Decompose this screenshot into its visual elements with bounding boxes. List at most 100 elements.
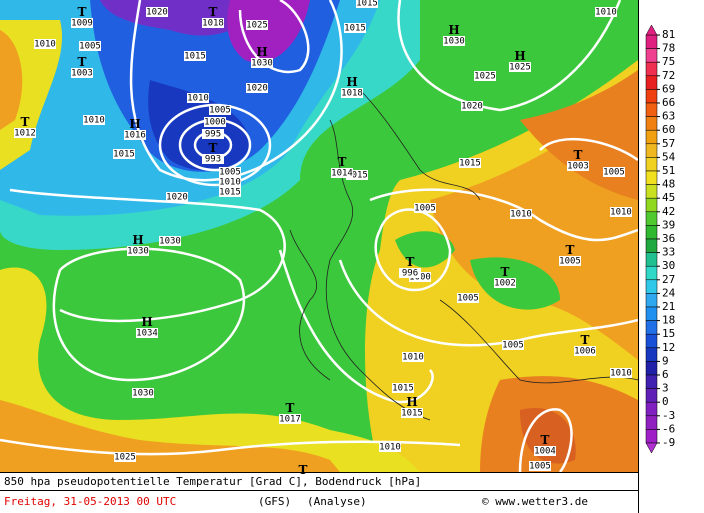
center-value: 1034: [136, 329, 158, 339]
isobar-label: 1015: [356, 0, 378, 9]
isobar-label-bg: [204, 117, 226, 127]
colorbar-label: 75: [662, 55, 675, 68]
center-value: 993: [205, 155, 221, 165]
center-value: 1025: [509, 63, 531, 73]
colorbar-label: 9: [662, 354, 669, 367]
isobar-label-bg: [379, 442, 401, 452]
colorbar-swatch: [645, 361, 658, 376]
colorbar-swatch: [645, 34, 658, 49]
colorbar-label: 57: [662, 137, 675, 150]
center-value-bg: [341, 88, 363, 98]
colorbar-swatch: [645, 157, 658, 172]
isobar-label-bg: [219, 187, 241, 197]
isobar-label-bg: [159, 236, 181, 246]
center-value-bg: [567, 161, 589, 171]
center-letter: T: [574, 148, 583, 162]
colorbar-label: 42: [662, 205, 675, 218]
colorbar-swatch: [645, 102, 658, 117]
center-letter: H: [406, 395, 417, 409]
isobar-label: 1005: [219, 168, 241, 178]
center-value: 1014: [331, 169, 353, 179]
colorbar-label: 54: [662, 150, 676, 163]
colorbar-swatch: [645, 401, 658, 417]
colorbar-label: 66: [662, 96, 675, 109]
isobar-label-bg: [610, 368, 632, 378]
colorbar-bottom-arrow: [645, 442, 658, 454]
center-value-bg: [401, 408, 423, 418]
colorbar-label: -3: [662, 409, 675, 422]
isobar-label: 1010: [379, 443, 401, 453]
colorbar-label: 72: [662, 69, 675, 82]
center-letter: T: [209, 141, 218, 155]
center-letter: H: [256, 45, 267, 59]
center-value: 1018: [341, 89, 363, 99]
colorbar-swatch: [645, 238, 658, 253]
center-letter: H: [448, 23, 459, 37]
isobar-label: 1020: [146, 8, 168, 18]
isobar-label-bg: [114, 452, 136, 462]
colorbar-swatch: [645, 184, 658, 199]
colorbar-swatch: [645, 211, 658, 226]
isobar-label: 1010: [510, 210, 532, 220]
isobar-label: 1005: [529, 462, 551, 472]
center-letter: T: [209, 5, 218, 19]
isobar-label-bg: [209, 105, 231, 115]
center-value-bg: [559, 256, 581, 266]
isobar-label: 1010: [34, 40, 56, 50]
colorbar-label: 33: [662, 246, 675, 259]
isobar-label: 1005: [209, 106, 231, 116]
isobar-label-bg: [502, 340, 524, 350]
isobar-label: 1010: [595, 8, 617, 18]
isobar-label: 1010: [610, 369, 632, 379]
isobar-label: 1015: [219, 188, 241, 198]
isobar-label: 1030: [159, 237, 181, 247]
isobar-label: 1015: [184, 52, 206, 62]
center-value: 1016: [124, 131, 146, 141]
colorbar-label: 45: [662, 191, 675, 204]
isobar-label: 1005: [457, 294, 479, 304]
colorbar-swatch: [645, 48, 658, 63]
center-value: 1030: [127, 247, 149, 257]
colorbar-label: 48: [662, 178, 675, 191]
center-value-bg: [71, 68, 93, 78]
isobar-label-bg: [79, 41, 101, 51]
center-letter: H: [132, 233, 143, 247]
map-title: 850 hpa pseudopotentielle Temperatur [Gr…: [4, 475, 421, 488]
center-value: 1030: [443, 37, 465, 47]
center-letter: T: [78, 55, 87, 69]
colorbar-swatch: [645, 320, 658, 335]
isobar-label: 1030: [132, 389, 154, 399]
center-value: 1002: [494, 279, 516, 289]
center-value: 1012: [14, 129, 36, 139]
colorbar-label: 30: [662, 259, 675, 272]
isobar-label-bg: [202, 129, 224, 139]
isobar-label-bg: [166, 192, 188, 202]
isobar-label-bg: [184, 51, 206, 61]
center-letter: T: [299, 463, 308, 477]
colorbar-swatch: [645, 197, 658, 213]
colorbar-swatch: [645, 306, 658, 321]
colorbar-label: 51: [662, 164, 675, 177]
colorbar-label: 78: [662, 42, 675, 55]
colorbar-label: 3: [662, 382, 669, 395]
center-value-bg: [127, 246, 149, 256]
isobar-label: 1010: [187, 94, 209, 104]
center-letter: T: [338, 155, 347, 169]
center-value: 1030: [251, 59, 273, 69]
center-value: 1006: [574, 347, 596, 357]
isobar-label: 1005: [414, 204, 436, 214]
colorbar-swatch: [645, 415, 658, 430]
center-value-bg: [124, 130, 146, 140]
colorbar-label: 0: [662, 395, 669, 408]
colorbar-swatch: [645, 265, 658, 281]
center-value-bg: [331, 168, 353, 178]
center-value-bg: [202, 18, 224, 28]
colorbar-swatch: [645, 374, 658, 389]
colorbar-label: 69: [662, 82, 675, 95]
colorbar-swatch: [645, 333, 658, 349]
center-value: 1003: [71, 69, 93, 79]
center-letter: H: [129, 117, 140, 131]
coastlines: [289, 89, 639, 421]
isobar-label-bg: [246, 83, 268, 93]
colorbar: 8178757269666360575451484542393633302724…: [645, 24, 676, 454]
